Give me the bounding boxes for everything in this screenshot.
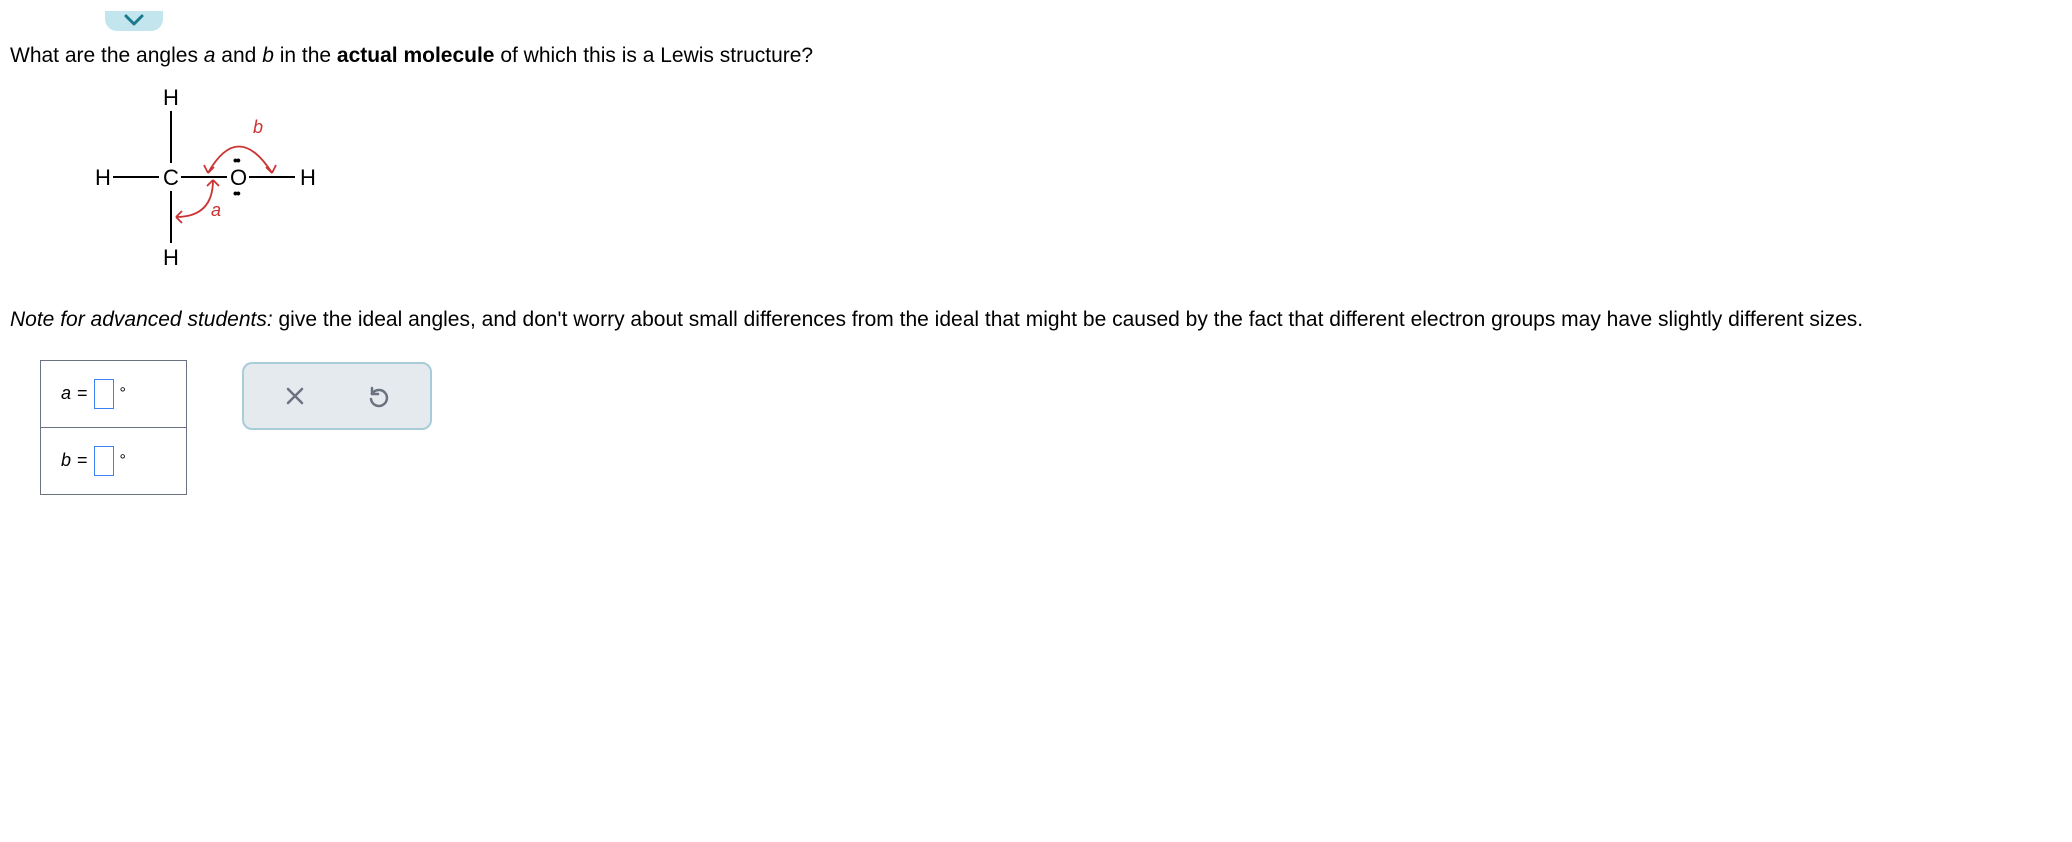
atom-h-right: H [300, 165, 316, 191]
bond-c-h-bottom [170, 191, 172, 243]
equals-sign: = [77, 450, 88, 471]
action-panel [242, 362, 432, 430]
clear-button[interactable] [284, 385, 306, 407]
reset-button[interactable] [366, 384, 390, 408]
angle-b-label: b [253, 117, 263, 138]
lewis-structure: H H C O H H •• •• b a [65, 85, 405, 285]
undo-icon [366, 384, 390, 408]
answer-a-input[interactable] [94, 379, 114, 409]
atom-h-left: H [95, 165, 111, 191]
equals-sign: = [77, 383, 88, 404]
answer-b-input[interactable] [94, 446, 114, 476]
bond-c-h-top [170, 111, 172, 163]
question-text: What are the angles a and b in the actua… [10, 41, 2062, 70]
answer-table: a = ° b = ° [40, 360, 187, 495]
note-text: Note for advanced students: give the ide… [10, 305, 2062, 334]
degree-b: ° [120, 452, 126, 470]
bond-c-h-left [113, 176, 159, 178]
degree-a: ° [120, 385, 126, 403]
atom-h-bottom: H [163, 245, 179, 271]
atom-h-top: H [163, 85, 179, 111]
lone-pair-bottom: •• [233, 185, 239, 201]
x-icon [284, 385, 306, 407]
answer-b-var: b [61, 450, 71, 471]
answer-a-var: a [61, 383, 71, 404]
angle-a-label: a [211, 200, 221, 221]
angle-arc-b [200, 125, 280, 185]
chevron-down-icon [123, 13, 145, 27]
expand-button[interactable] [105, 11, 163, 31]
